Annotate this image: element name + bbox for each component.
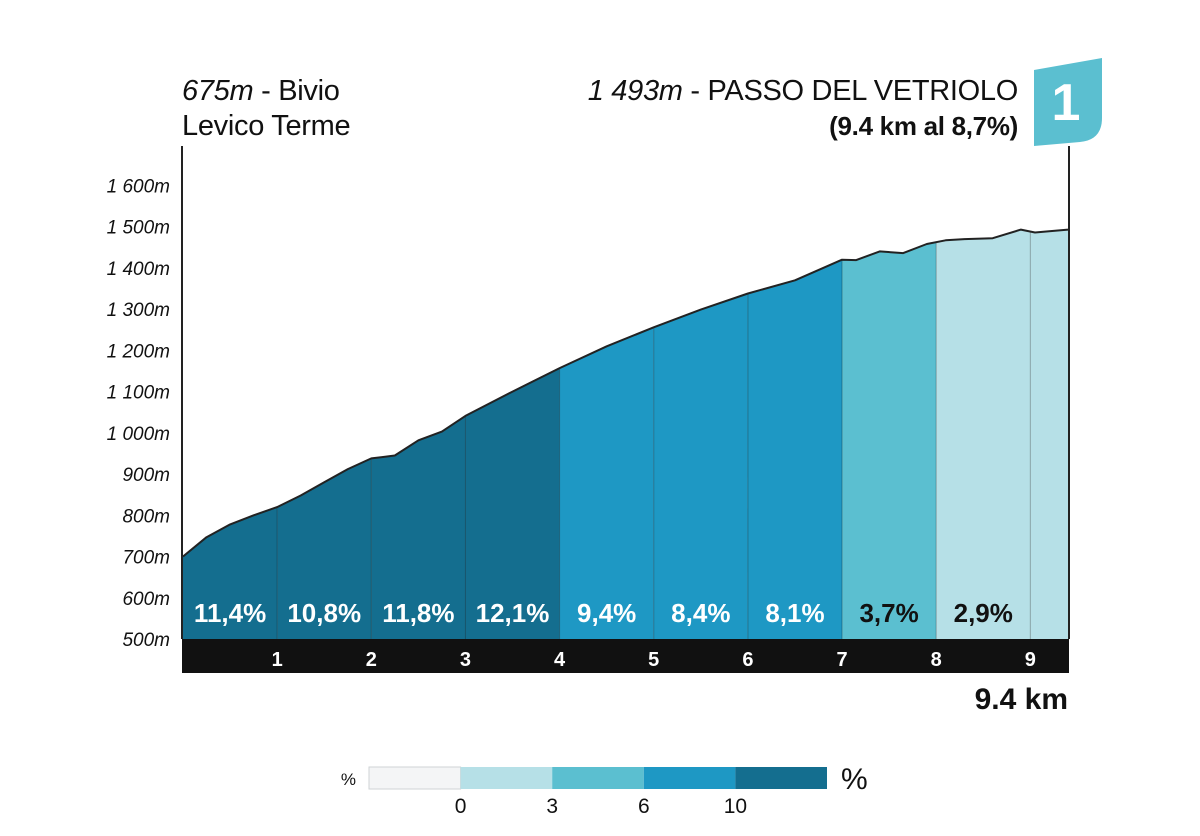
climb-number-badge: 1 — [1034, 58, 1102, 146]
gradient-label-3: 11,8% — [382, 598, 454, 628]
x-tick-label: 4 — [554, 649, 566, 671]
x-tick-label: 1 — [272, 649, 283, 671]
legend-swatch-2 — [460, 767, 553, 789]
x-tick-label: 7 — [836, 649, 847, 671]
x-tick-label: 9 — [1025, 649, 1036, 671]
summit-name: PASSO DEL VETRIOLO — [707, 75, 1019, 107]
y-tick-label: 800m — [122, 506, 170, 527]
total-distance: 9.4 km — [974, 683, 1068, 716]
y-tick-label: 1 600m — [107, 176, 170, 197]
km-bar-background — [182, 639, 1069, 673]
summit-elevation: 1 493m — [587, 75, 683, 107]
x-tick-label: 3 — [460, 649, 471, 671]
segment-fill-9 — [936, 229, 1031, 639]
badge-number: 1 — [1052, 74, 1081, 132]
segment-fill-5 — [559, 327, 654, 639]
start-name-line2: Levico Terme — [182, 110, 351, 142]
y-tick-label: 1 500m — [107, 218, 170, 239]
start-separator: - — [253, 75, 279, 107]
segment-fill-2 — [277, 458, 372, 639]
profile-area — [182, 228, 1069, 639]
legend-threshold-label: 0 — [455, 795, 467, 818]
gradient-label-1: 11,4% — [194, 598, 266, 628]
legend-threshold-label: 6 — [638, 795, 650, 818]
y-tick-label: 1 000m — [107, 424, 170, 445]
km-bar: 1 2 3 4 5 6 7 8 9 — [182, 639, 1069, 673]
legend-swatch-5 — [735, 767, 827, 789]
y-tick-label: 1 100m — [107, 383, 170, 404]
y-axis-ticks: 500m 600m 700m 800m 900m 1 000m 1 100m 1 200m 1 … — [107, 176, 170, 651]
start-elevation: 675m — [182, 75, 254, 107]
y-tick-label: 1 300m — [107, 300, 170, 321]
x-tick-label: 8 — [931, 649, 942, 671]
x-tick-label: 2 — [366, 649, 377, 671]
axes — [181, 146, 1070, 639]
summit-line1: 1 493m - PASSO DEL VETRIOLO — [587, 74, 1019, 109]
y-tick-label: 500m — [122, 630, 170, 651]
badge-shape — [1034, 58, 1102, 146]
segment-fill-3 — [371, 415, 466, 639]
y-tick-label: 700m — [122, 548, 170, 569]
segment-fill-4 — [465, 368, 560, 639]
y-tick-label: 900m — [122, 465, 170, 486]
gradient-legend: % % 0 3 6 10 — [341, 763, 868, 818]
segment-fill-10 — [1030, 229, 1068, 639]
gradient-label-9: 2,9% — [954, 598, 1013, 628]
legend-swatch-3 — [552, 767, 644, 789]
start-location: 675m - Bivio Levico Terme — [182, 74, 351, 144]
summit-location: 1 493m - PASSO DEL VETRIOLO (9.4 km al 8… — [587, 74, 1019, 144]
summit-separator: - — [682, 75, 708, 107]
gradient-label-7: 8,1% — [765, 598, 824, 628]
gradient-label-4: 12,1% — [476, 598, 550, 628]
legend-swatch-4 — [643, 767, 736, 789]
legend-swatch-1 — [368, 766, 462, 790]
y-tick-label: 600m — [122, 589, 170, 610]
segment-fill-7 — [747, 259, 843, 639]
y-tick-label: 1 200m — [107, 341, 170, 362]
legend-left-label: % — [341, 770, 356, 789]
gradient-label-2: 10,8% — [287, 598, 361, 628]
climb-summary: (9.4 km al 8,7%) — [829, 111, 1018, 141]
segment-fill-6 — [653, 293, 748, 639]
y-tick-label: 1 400m — [107, 259, 170, 280]
legend-threshold-label: 3 — [546, 795, 558, 818]
x-tick-label: 5 — [648, 649, 659, 671]
legend-threshold-label: 10 — [724, 795, 747, 818]
profile-outline — [182, 228, 1069, 558]
x-tick-label: 6 — [742, 649, 753, 671]
gradient-label-8: 3,7% — [859, 598, 918, 628]
segment-fill-8 — [842, 242, 937, 639]
gradient-label-6: 8,4% — [671, 598, 730, 628]
start-name-line1: Bivio — [278, 75, 340, 107]
legend-right-label: % — [841, 763, 868, 796]
gradient-labels: 11,4% 10,8% 11,8% 12,1% 9,4% 8,4% 8,1% 3,7% 2,9% — [194, 598, 1013, 628]
gradient-label-5: 9,4% — [577, 598, 636, 628]
segment-fill-1 — [183, 507, 278, 639]
start-line1: 675m - Bivio — [182, 74, 350, 109]
